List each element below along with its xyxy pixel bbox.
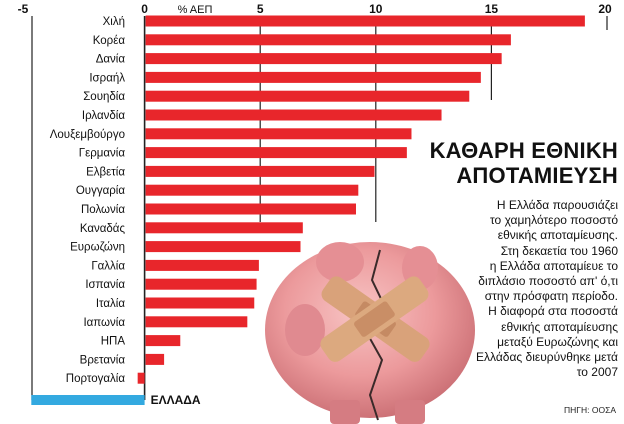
- description-line: το 2007: [576, 365, 618, 380]
- piggy-bank-illustration: [265, 242, 475, 424]
- category-label: Δανία: [96, 54, 126, 66]
- bar: [145, 241, 301, 253]
- category-label: Καναδάς: [80, 223, 126, 235]
- chart-title: ΚΑΘΑΡΗ ΕΘΝΙΚΗ ΑΠΟΤΑΜΙΕΥΣΗ: [418, 138, 618, 188]
- bar-greece: [31, 395, 145, 405]
- bar: [145, 109, 442, 121]
- bar: [145, 297, 255, 309]
- category-label: Ουγγαρία: [76, 185, 125, 197]
- title-line-1: ΚΑΘΑΡΗ ΕΘΝΙΚΗ: [429, 138, 618, 163]
- bar: [145, 71, 481, 83]
- bar: [145, 278, 257, 290]
- bar: [145, 15, 585, 27]
- axis-unit-label: % ΑΕΠ: [178, 4, 213, 16]
- source-note: ΠΗΓΗ: ΟΟΣΑ: [564, 405, 616, 415]
- x-tick-label: -5: [18, 2, 29, 16]
- category-label: Ισραήλ: [89, 72, 125, 84]
- category-label: Ιταλία: [96, 298, 126, 310]
- description-line: Στη δεκαετία του 1960: [500, 243, 618, 258]
- category-label: Βρετανία: [80, 354, 126, 366]
- bar: [137, 372, 145, 384]
- bar: [145, 165, 375, 177]
- bar: [145, 147, 407, 159]
- category-label: Ιαπωνία: [83, 317, 125, 329]
- category-label: Γερμανία: [79, 148, 126, 160]
- category-label: Γαλλία: [91, 260, 125, 272]
- bar: [145, 222, 303, 234]
- description-line: μεταξύ Ευρωζώνης και: [497, 334, 618, 349]
- description-line: το χαμηλότερο ποσοστό: [489, 213, 618, 228]
- bar: [145, 335, 181, 347]
- title-line-2: ΑΠΟΤΑΜΙΕΥΣΗ: [456, 163, 618, 188]
- x-tick-label: 15: [485, 2, 499, 16]
- bar: [145, 203, 356, 215]
- bar: [145, 34, 511, 46]
- description-line: εθνικής αποταμίευσης: [501, 319, 618, 334]
- tick-labels: -5 0 5 10 15 20: [18, 2, 612, 16]
- bar: [145, 53, 502, 65]
- description-line: εθνικής αποταμίευσης.: [497, 228, 618, 243]
- x-tick-label: 5: [257, 2, 264, 16]
- description-line: Ελλάδας διευρύνθηκε μετά: [476, 350, 618, 365]
- bar: [145, 184, 359, 196]
- bar: [145, 259, 259, 271]
- category-label: Ισπανία: [85, 279, 125, 291]
- bars: [137, 15, 585, 384]
- bar: [145, 90, 470, 102]
- category-label: Ευρωζώνη: [70, 242, 125, 254]
- x-tick-label: 0: [141, 2, 148, 16]
- category-label: Ιρλανδία: [82, 110, 125, 122]
- description-line: η Ελλάδα αποταμίευε το: [489, 258, 618, 273]
- category-label: Χιλή: [103, 16, 125, 28]
- greece-label: ΕΛΛΑΔΑ: [151, 393, 201, 407]
- description-line: στην πρόσφατη περίοδο.: [484, 289, 618, 304]
- category-label: Σουηδία: [83, 91, 125, 103]
- category-label: Κορέα: [93, 35, 126, 47]
- category-label: ΗΠΑ: [101, 336, 126, 348]
- category-label: Πολωνία: [81, 204, 125, 216]
- category-label: Λουξεμβούργο: [50, 129, 125, 141]
- bar: [145, 316, 248, 328]
- description-text: Η Ελλάδα παρουσιάζει το χαμηλότερο ποσοσ…: [400, 198, 618, 380]
- description-line: διπλάσιο ποσοστό απ' ό,τι: [478, 274, 618, 289]
- x-tick-label: 20: [598, 2, 612, 16]
- category-label: Ελβετία: [86, 166, 125, 178]
- category-labels: Χιλή Κορέα Δανία Ισραήλ Σουηδία Ιρλανδία Λουξε…: [50, 16, 126, 385]
- description-line: Η διαφορά στα ποσοστά: [488, 304, 618, 319]
- bar: [145, 353, 165, 365]
- bar: [145, 128, 412, 140]
- category-label: Πορτογαλία: [66, 373, 126, 385]
- x-tick-label: 10: [369, 2, 383, 16]
- description-line: Η Ελλάδα παρουσιάζει: [496, 198, 618, 212]
